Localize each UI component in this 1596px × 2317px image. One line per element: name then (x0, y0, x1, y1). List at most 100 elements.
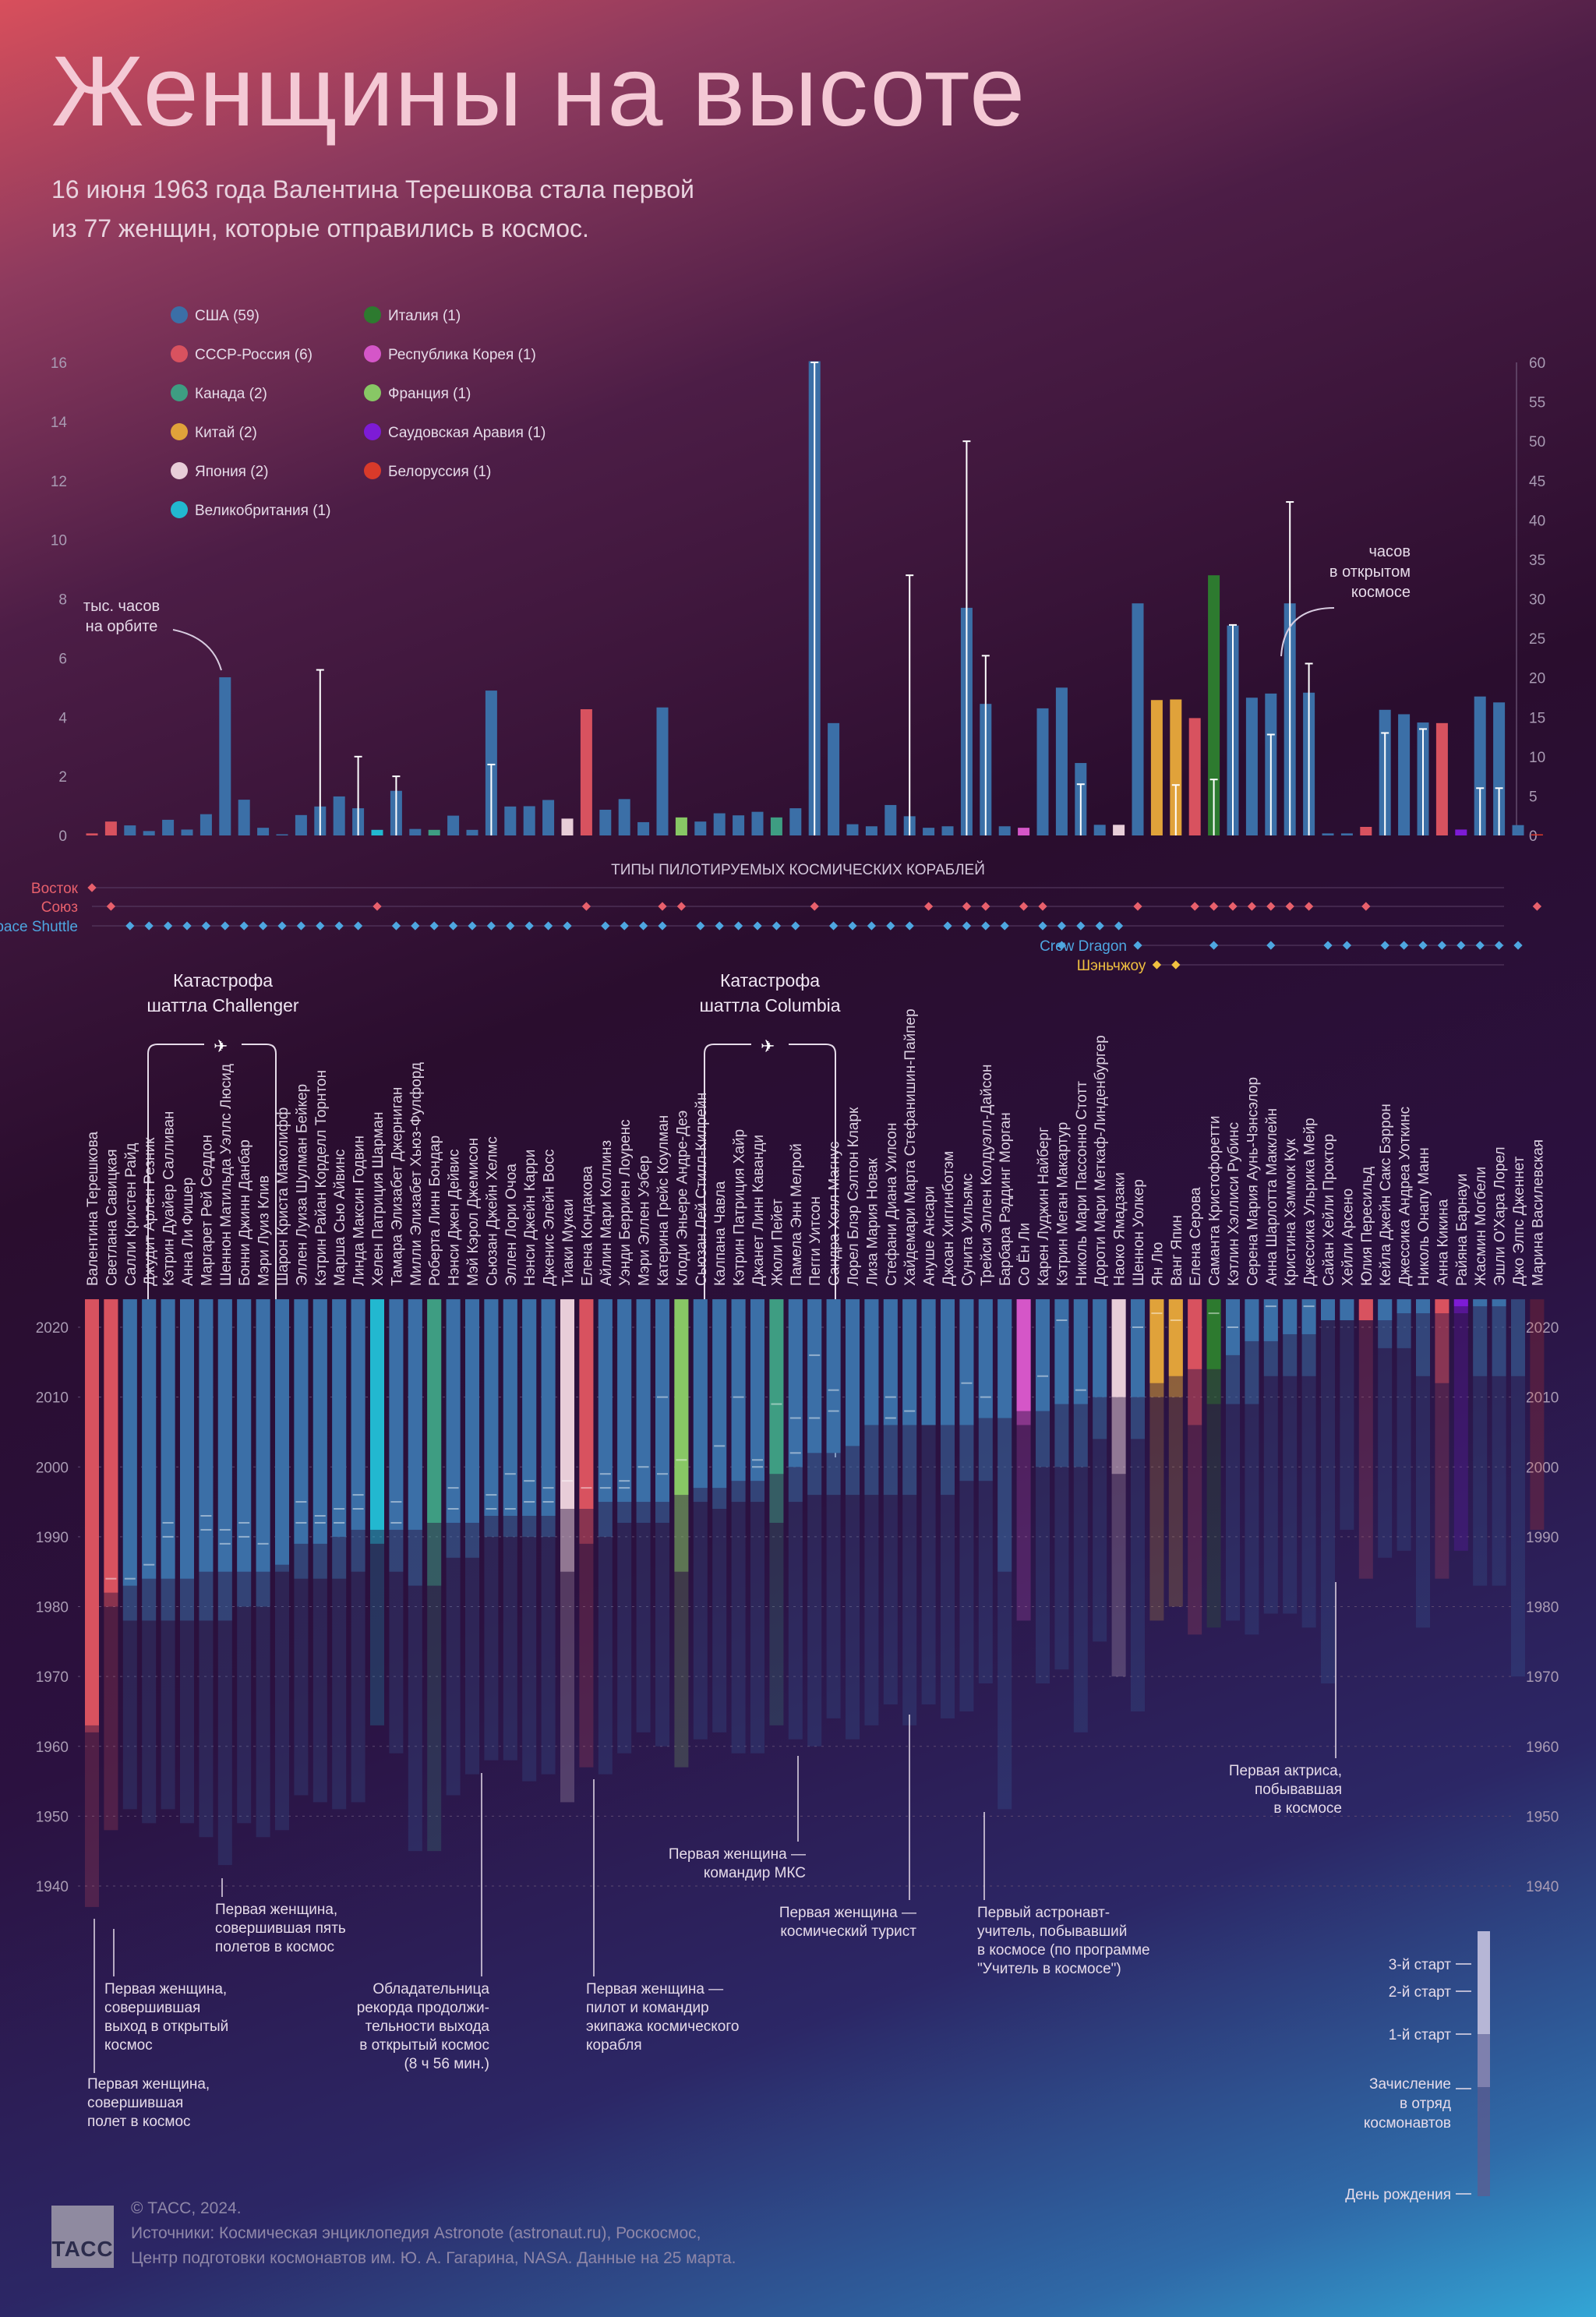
timeline-flight-segment (446, 1299, 461, 1523)
astronaut-name: Эшли О'Хара Лорел (1492, 1146, 1509, 1286)
timeline-flight-segment (826, 1299, 841, 1453)
annotation-actress-line-2: в космосе (1273, 1800, 1342, 1817)
astronaut-name: Хайдемари Марта Стефанишин-Пайпер (902, 1008, 919, 1286)
timeline-flight-segment (1016, 1299, 1031, 1411)
orbit-bar (86, 833, 98, 835)
craft-marker (715, 921, 724, 931)
orbit-bar (504, 806, 517, 835)
left-axis-tick: 14 (51, 415, 68, 431)
timeline-flight-segment (1283, 1299, 1298, 1334)
craft-marker (601, 921, 610, 931)
craft-label: Шэньчжоу (1077, 958, 1146, 974)
orbit-bar (1435, 722, 1448, 835)
timeline-flight-segment (1301, 1299, 1316, 1334)
timeline-flight-segment (1188, 1299, 1202, 1369)
right-axis-tick: 55 (1529, 395, 1545, 411)
timeline-flight-segment (902, 1299, 917, 1425)
timeline-tick-left: 2020 (36, 1320, 69, 1337)
timeline-birth-segment (1530, 1299, 1545, 1530)
craft-marker (258, 921, 268, 931)
timeline-flight-segment (769, 1299, 784, 1475)
astronaut-name: Клоди Эньере Андре-Деэ (674, 1111, 690, 1286)
annotation-pilot_commander-line-1: пилот и командир (586, 2000, 709, 2016)
orbit-bar (923, 828, 935, 835)
timeline-flight-segment (655, 1299, 669, 1503)
legend-label: СССР-Россия (6) (195, 347, 312, 363)
legend-label: Республика Корея (1) (388, 347, 536, 363)
astronaut-name: Лиза Мария Новак (864, 1157, 881, 1286)
timeline-flight-segment (750, 1299, 764, 1482)
orbit-bar (865, 826, 877, 835)
astronaut-name: Мэри Эллен Уэбер (637, 1156, 653, 1286)
craft-marker (125, 921, 135, 931)
orbit-bar (751, 811, 764, 835)
craft-marker (506, 921, 515, 931)
timeline-flight-segment (1396, 1299, 1411, 1314)
orbit-bar (1493, 702, 1506, 835)
orbit-bar (1113, 825, 1125, 835)
astronaut-name: Джессика Андреа Уоткинс (1397, 1107, 1414, 1286)
right-axis-tick: 0 (1529, 828, 1538, 845)
craft-marker (1380, 941, 1389, 950)
timeline-tick-left: 1950 (36, 1809, 69, 1825)
legend-swatch (364, 423, 381, 440)
orbit-bar (238, 800, 250, 835)
legend-label: Саудовская Аравия (1) (388, 425, 546, 441)
orbit-bar (1208, 575, 1220, 835)
timeline-flight-segment (1492, 1299, 1506, 1307)
footer: © ТАСС, 2024. Источники: Космическая энц… (131, 2196, 736, 2271)
astronaut-name: Стефани Диана Уилсон (884, 1123, 900, 1286)
craft-marker (468, 921, 477, 931)
right-axis-tick: 5 (1529, 789, 1538, 805)
orbit-bar (428, 829, 440, 835)
astronaut-name: Хелен Патриция Шарман (370, 1112, 387, 1286)
craft-marker (1475, 941, 1485, 950)
orbit-bar (447, 815, 460, 835)
timeline-flight-segment (408, 1299, 422, 1530)
astronaut-name: Джоан Хиггинботэм (941, 1151, 957, 1286)
craft-marker (962, 902, 972, 911)
timeline-flight-segment (1054, 1299, 1069, 1404)
annotation-teacher-line-3: "Учитель в космосе") (977, 1961, 1121, 1977)
timeline-flight-segment (217, 1299, 232, 1572)
orbit-bar (1245, 698, 1258, 835)
craft-marker (753, 921, 762, 931)
orbit-bar (846, 824, 859, 835)
timeline-tick-right: 1950 (1526, 1809, 1559, 1825)
timeline-tick-left: 1980 (36, 1600, 69, 1616)
timeline-flight-segment (104, 1299, 118, 1593)
annotation-first_flight-line-1: совершившая (87, 2095, 183, 2111)
columbia-shuttle-icon: ✈ (761, 1037, 775, 1056)
craft-marker (1285, 902, 1294, 911)
orbit-bar (675, 817, 687, 835)
orbit-bar (694, 821, 707, 835)
craft-marker (658, 921, 667, 931)
astronaut-name: Мэй Кэрол Джемисон (465, 1138, 482, 1286)
craft-marker (1399, 941, 1409, 950)
left-axis-tick: 10 (51, 533, 67, 549)
timeline-tick-right: 2020 (1526, 1320, 1559, 1337)
astronaut-name: Елена Серова (1188, 1187, 1204, 1286)
timeline-flight-segment (788, 1299, 803, 1468)
legend-swatch (171, 384, 188, 401)
craft-marker (543, 921, 553, 931)
timeline-flight-segment (1226, 1299, 1240, 1355)
astronaut-name: Мэри Луиз Клив (256, 1175, 273, 1286)
timeline-flight-segment (978, 1299, 993, 1418)
timeline-tick-left: 1990 (36, 1530, 69, 1546)
astronaut-name: Шеннон Уолкер (1131, 1179, 1147, 1286)
timeline-flight-segment (731, 1299, 746, 1482)
timeline-flight-segment (161, 1299, 175, 1579)
orbit-bar (295, 814, 307, 835)
timeline-legend-label-2-line-0: 1-й старт (1389, 2027, 1451, 2043)
craft-label: Союз (41, 899, 78, 916)
timeline-flight-segment (598, 1299, 613, 1503)
orbit-bar (371, 829, 383, 835)
timeline-flight-segment (1245, 1299, 1259, 1341)
craft-marker (1133, 902, 1142, 911)
orbit-bar (1170, 699, 1182, 835)
legend-swatch (171, 462, 188, 479)
annotation-five_flights-line-1: совершившая пять (215, 1920, 346, 1937)
timeline-tick-right: 1940 (1526, 1879, 1559, 1895)
